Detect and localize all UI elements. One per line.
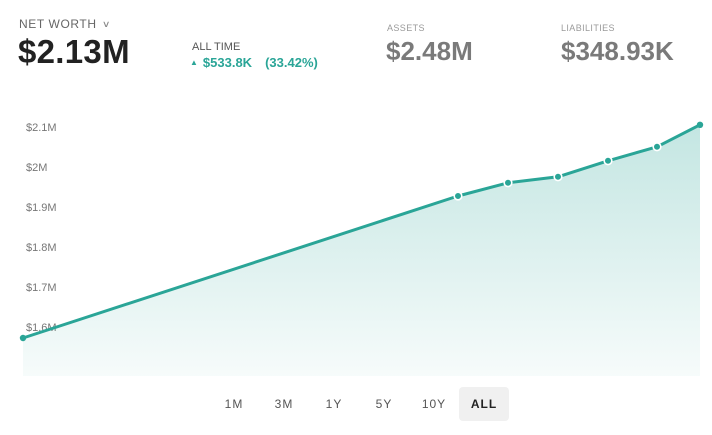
change-summary: ▲ $533.8K (33.42%) [190,55,318,70]
data-point[interactable] [652,142,662,152]
range-button-5y[interactable]: 5Y [375,397,393,411]
range-button-1m[interactable]: 1M [224,397,244,411]
liabilities-value: $348.93K [561,36,674,66]
range-button-1y[interactable]: 1Y [325,397,343,411]
change-percent: (33.42%) [265,55,318,70]
net-worth-value: $2.13M [18,33,130,70]
net-worth-selector[interactable]: NET WORTH ∨ [19,17,110,31]
assets-value: $2.48M [386,36,473,66]
period-label: ALL TIME [192,41,241,53]
chart-data-points [19,121,704,342]
triangle-up-icon: ▲ [190,58,198,67]
data-point[interactable] [696,121,704,128]
y-tick-label: $1.9M [26,202,57,214]
assets-label: ASSETS [387,23,425,33]
data-point[interactable] [603,156,613,166]
y-tick-label: $1.7M [26,282,57,294]
liabilities-label: LIABILITIES [561,23,615,33]
data-point[interactable] [19,334,27,342]
range-button-3m[interactable]: 3M [274,397,294,411]
range-button-all[interactable]: ALL [459,387,509,421]
change-amount: $533.8K [202,55,253,70]
data-point[interactable] [453,191,463,201]
range-button-10y[interactable]: 10Y [421,397,447,411]
y-tick-label: $1.8M [26,242,57,254]
data-point[interactable] [503,178,513,188]
chart-area-fill [23,124,700,376]
net-worth-label: NET WORTH [19,17,97,31]
y-tick-label: $2.1M [26,122,57,134]
range-selector: 1M 3M 1Y 5Y 10Y ALL [209,387,509,421]
chevron-down-icon: ∨ [101,18,111,29]
y-tick-label: $2M [26,162,48,174]
data-point[interactable] [553,172,563,182]
